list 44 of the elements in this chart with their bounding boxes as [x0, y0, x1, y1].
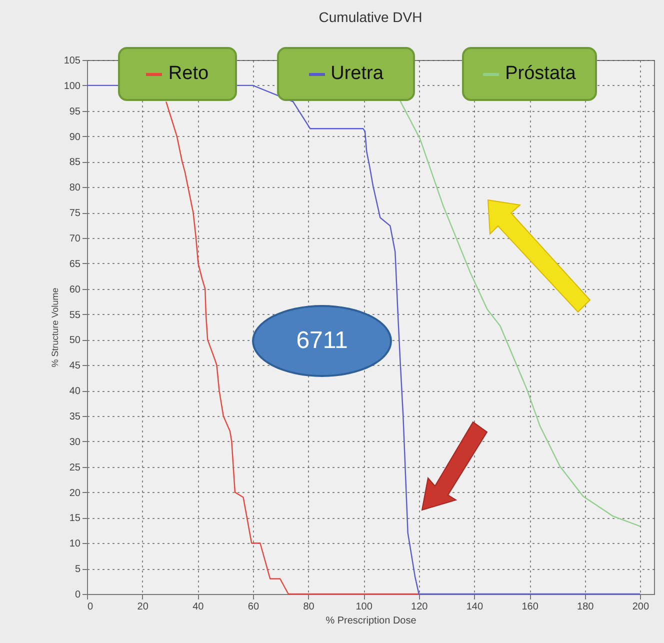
- label-box: Uretra: [277, 47, 415, 101]
- x-tick-label: 160: [522, 602, 539, 612]
- legend-label: Uretra: [330, 63, 384, 85]
- x-tick-label: 140: [466, 602, 484, 612]
- x-axis-title: % Prescription Dose: [326, 616, 417, 626]
- x-tick-label: 60: [248, 602, 260, 612]
- y-tick-label: 60: [69, 284, 81, 296]
- x-tick-label: 40: [192, 602, 204, 612]
- x-tick-label: 180: [577, 602, 594, 612]
- x-tick-label: 80: [303, 602, 315, 612]
- legend-label: Próstata: [505, 63, 576, 85]
- y-tick-label: 15: [69, 513, 81, 524]
- y-tick-label: 20: [69, 488, 81, 499]
- label-box: Próstata: [462, 47, 597, 101]
- y-tick-label: 25: [69, 462, 81, 474]
- y-tick-label: 100: [64, 80, 81, 92]
- y-tick-label: 35: [69, 412, 81, 422]
- x-tick-label: 120: [411, 602, 428, 612]
- x-tick-label: 200: [632, 602, 650, 612]
- legend-label: Reto: [168, 63, 209, 85]
- y-tick-label: 10: [69, 538, 81, 550]
- chart-title: Cumulative DVH: [318, 9, 422, 25]
- y-tick-label: 85: [69, 157, 81, 168]
- y-tick-label: 5: [74, 564, 81, 576]
- y-tick-label: 105: [64, 56, 81, 66]
- y-axis-title: % Structure Volume: [50, 288, 60, 368]
- label-box: Reto: [118, 47, 237, 101]
- y-tick-label: 70: [69, 234, 81, 244]
- y-tick-label: 75: [69, 208, 81, 220]
- y-tick-label: 0: [74, 590, 81, 600]
- y-tick-label: 90: [69, 132, 81, 143]
- y-tick-label: 55: [69, 310, 81, 321]
- y-tick-label: 80: [69, 182, 81, 194]
- line-series: [166, 101, 420, 595]
- y-tick-label: 40: [69, 386, 81, 398]
- line-series: [399, 100, 641, 527]
- x-tick-label: 0: [88, 602, 94, 612]
- x-tick-label: 100: [356, 602, 373, 612]
- x-tick-label: 20: [137, 602, 149, 612]
- y-tick-label: 95: [69, 106, 81, 118]
- y-tick-label: 65: [69, 258, 81, 270]
- y-tick-label: 30: [69, 436, 81, 448]
- y-tick-label: 45: [69, 360, 81, 372]
- y-tick-label: 50: [69, 335, 81, 346]
